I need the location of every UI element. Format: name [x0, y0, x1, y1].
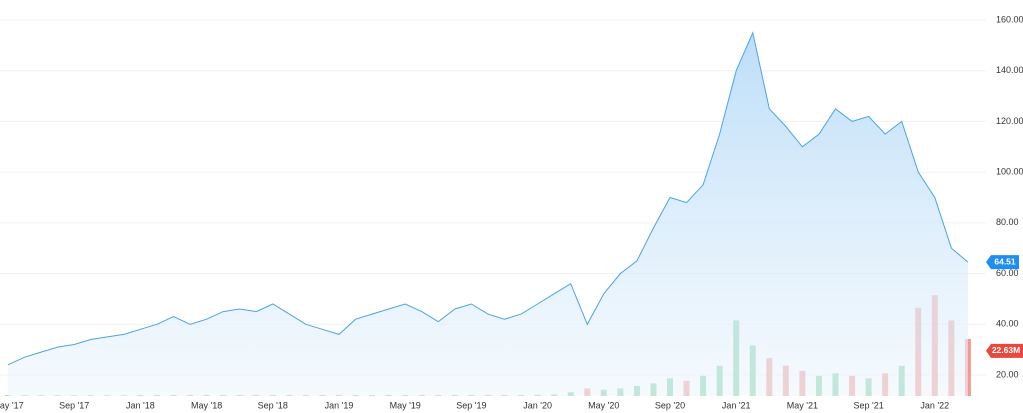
x-tick-label: Jan '21	[722, 400, 751, 410]
x-tick-label: Jan '19	[325, 400, 354, 410]
x-tick-label: May '21	[787, 400, 818, 410]
x-tick-label: Sep '21	[853, 400, 883, 410]
y-tick-label: 60.00	[996, 268, 1019, 278]
y-tick-label: 40.00	[996, 319, 1019, 329]
x-tick-label: Jan '22	[920, 400, 949, 410]
x-tick-label: Jan '18	[126, 400, 155, 410]
x-tick-label: Sep '18	[258, 400, 288, 410]
x-tick-label: Sep '20	[655, 400, 685, 410]
price-badge	[986, 255, 1019, 270]
x-tick-label: May '17	[0, 400, 24, 410]
x-tick-label: May '19	[390, 400, 421, 410]
y-tick-label: 80.00	[996, 217, 1019, 227]
x-tick-label: Sep '17	[59, 400, 89, 410]
price-badge-label: 64.51	[994, 256, 1016, 266]
x-tick-label: Sep '19	[456, 400, 486, 410]
y-tick-label: 120.00	[996, 116, 1023, 126]
x-tick-label: May '18	[191, 400, 222, 410]
x-tick-label: Jan '20	[523, 400, 552, 410]
y-tick-label: 160.00	[996, 14, 1023, 24]
volume-badge	[986, 343, 1023, 358]
volume-badge-label: 22.63M	[992, 345, 1020, 355]
y-tick-label: 140.00	[996, 65, 1023, 75]
x-tick-label: May '20	[588, 400, 619, 410]
y-tick-label: 20.00	[996, 369, 1019, 379]
y-tick-label: 100.00	[996, 167, 1023, 177]
price-line	[7, 31, 969, 366]
price-area	[8, 32, 968, 396]
